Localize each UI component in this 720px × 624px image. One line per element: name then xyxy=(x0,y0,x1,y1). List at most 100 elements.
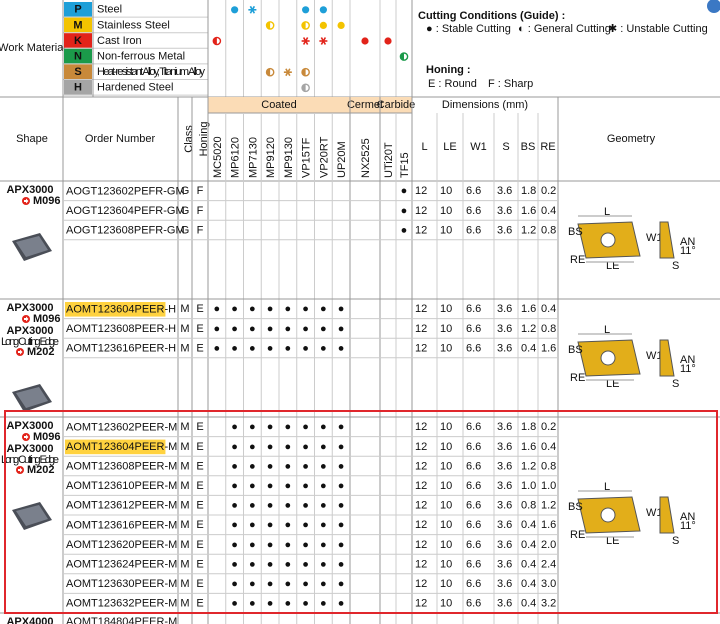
shape-series: APX3000 xyxy=(6,302,53,314)
availability-dot: ● xyxy=(320,421,327,433)
dimension-value: 12 xyxy=(415,441,427,453)
dimension-value: 1.0 xyxy=(521,480,536,492)
dimension-value: 0.4 xyxy=(521,578,536,590)
dimension-value: 6.6 xyxy=(466,342,481,354)
shape-note: Long Cutting Edge xyxy=(1,336,59,348)
condition-icon xyxy=(361,37,369,45)
honing-code: E xyxy=(196,578,203,590)
availability-dot: ● xyxy=(249,480,256,492)
dimension-value: 1.8 xyxy=(521,185,536,197)
honing-code: E xyxy=(196,323,203,335)
dimension-value: 1.2 xyxy=(541,500,556,512)
order-number: AOMT123602PEER-M xyxy=(66,421,177,433)
order-suffix: -M xyxy=(164,598,177,610)
shape-code: M202 xyxy=(27,464,55,476)
arrow-icon xyxy=(18,349,23,355)
availability-dot: ● xyxy=(231,441,238,453)
order-number: AOMT123612PEER-M xyxy=(66,500,177,512)
availability-dot: ● xyxy=(302,421,309,433)
availability-dot: ● xyxy=(249,539,256,551)
dim-name: BS xyxy=(521,141,536,153)
material-name: Non-ferrous Metal xyxy=(97,51,185,63)
dimension-value: 6.6 xyxy=(466,441,481,453)
dimension-value: 12 xyxy=(415,460,427,472)
availability-dot: ● xyxy=(285,421,292,433)
shape-code: M096 xyxy=(33,431,61,443)
dimension-value: 0.4 xyxy=(521,598,536,610)
order-number: AOMT123604PEER-H xyxy=(66,303,176,315)
availability-dot: ● xyxy=(267,460,274,472)
honing-code: E xyxy=(196,421,203,433)
honing-code: E xyxy=(196,500,203,512)
dimension-value: 1.6 xyxy=(541,519,556,531)
dimension-value: 3.6 xyxy=(497,558,512,570)
insert-hole xyxy=(600,350,616,366)
insert-hole xyxy=(600,232,616,248)
availability-dot: ● xyxy=(302,441,309,453)
grade-name: MP9130 xyxy=(283,137,295,178)
honing-item: F : Sharp xyxy=(488,78,533,90)
order-suffix: -GM xyxy=(163,224,184,236)
dimension-value: 12 xyxy=(415,500,427,512)
availability-dot: ● xyxy=(320,558,327,570)
dimension-value: 10 xyxy=(440,421,452,433)
order-suffix: -GM xyxy=(163,185,184,197)
dimension-value: 10 xyxy=(440,519,452,531)
geometry-label: RE xyxy=(570,372,585,384)
class-code: M xyxy=(180,519,189,531)
availability-dot: ● xyxy=(249,460,256,472)
material-code: N xyxy=(74,51,82,63)
dimension-value: 2.4 xyxy=(541,558,556,570)
dimension-value: 10 xyxy=(440,598,452,610)
order-suffix: -M xyxy=(164,441,177,453)
availability-dot: ● xyxy=(249,441,256,453)
dimension-value: 3.6 xyxy=(497,441,512,453)
availability-dot: ● xyxy=(338,441,345,453)
condition-icon xyxy=(400,53,404,61)
order-main: AOMT123602PEER xyxy=(66,421,164,433)
legend-item: ✱ : Unstable Cutting xyxy=(608,23,708,35)
availability-dot: ● xyxy=(267,323,274,335)
arrow-icon xyxy=(24,198,29,204)
availability-dot: ● xyxy=(267,303,274,315)
carbide-header xyxy=(380,97,412,113)
dimension-value: 6.6 xyxy=(466,539,481,551)
geometry-label: RE xyxy=(570,529,585,541)
dimension-value: 6.6 xyxy=(466,460,481,472)
dimension-value: 3.6 xyxy=(497,598,512,610)
dimension-value: 3.6 xyxy=(497,205,512,217)
grade-name: UP20M xyxy=(336,141,348,178)
availability-dot: ● xyxy=(249,323,256,335)
material-name: Cast Iron xyxy=(97,35,142,47)
availability-dot: ● xyxy=(302,460,309,472)
availability-dot: ● xyxy=(285,323,292,335)
order-number: AOMT123610PEER-M xyxy=(66,480,177,492)
availability-dot: ● xyxy=(285,558,292,570)
dimension-value: 0.4 xyxy=(521,558,536,570)
honing-code: F xyxy=(197,205,204,217)
dim-name: RE xyxy=(540,141,555,153)
honing-code: E xyxy=(196,441,203,453)
condition-icon xyxy=(302,68,306,76)
availability-dot: ● xyxy=(285,480,292,492)
availability-dot: ● xyxy=(320,500,327,512)
side-view xyxy=(659,221,675,259)
dimension-value: 3.6 xyxy=(497,224,512,236)
order-suffix: -M xyxy=(164,421,177,433)
grade-name: MP6120 xyxy=(230,137,242,178)
shape-series: APX3000 xyxy=(6,325,53,337)
dimension-value: 10 xyxy=(440,185,452,197)
availability-dot: ● xyxy=(267,441,274,453)
dimension-value: 3.6 xyxy=(497,578,512,590)
availability-dot: ● xyxy=(338,578,345,590)
shape-note: Long Cutting Edge xyxy=(1,454,59,466)
dimension-value: 1.6 xyxy=(521,205,536,217)
availability-dot: ● xyxy=(320,480,327,492)
order-main: AOMT123608PEER xyxy=(66,323,164,335)
dimension-value: 12 xyxy=(415,185,427,197)
dimension-value: 0.2 xyxy=(541,421,556,433)
order-main: AOMT123610PEER xyxy=(66,480,164,492)
order-main: AOMT123630PEER xyxy=(66,578,164,590)
class-code: M xyxy=(180,598,189,610)
dimension-value: 12 xyxy=(415,224,427,236)
